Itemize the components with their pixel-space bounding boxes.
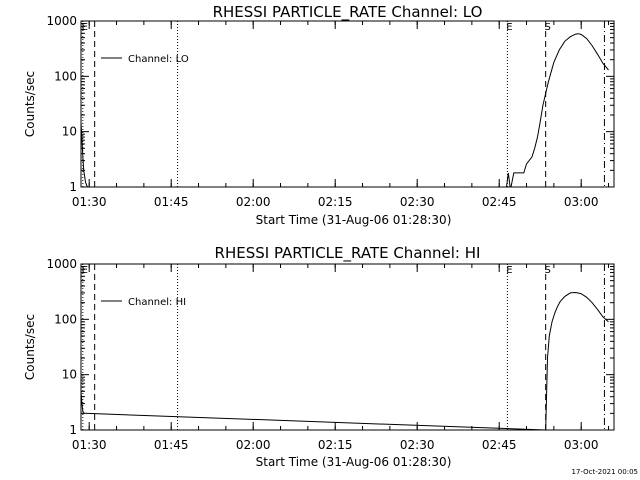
y-tick-label: 1000	[46, 14, 77, 28]
legend-label: Channel: LO	[128, 54, 189, 65]
y-axis-label: Counts/sec	[23, 314, 37, 380]
y-tick-label: 1	[69, 180, 77, 194]
x-tick-label: 01:45	[154, 195, 189, 209]
footer-timestamp: 17-Oct-2021 00:05	[572, 468, 638, 476]
x-tick-label: 02:45	[482, 438, 517, 452]
legend-label: Channel: HI	[128, 297, 186, 308]
x-axis-label: Start Time (31-Aug-06 01:28:30)	[256, 455, 452, 469]
y-axis-label: Counts/sec	[23, 71, 37, 137]
y-tick-label: 1000	[46, 257, 77, 271]
event-marker-label: E	[506, 22, 512, 33]
x-tick-label: 01:45	[154, 438, 189, 452]
x-tick-label: 01:30	[72, 195, 107, 209]
y-tick-label: 10	[62, 125, 77, 139]
y-tick-label: 100	[54, 312, 77, 326]
x-tick-label: 01:30	[72, 438, 107, 452]
series-line-0	[81, 291, 609, 430]
x-tick-label: 02:00	[236, 195, 271, 209]
y-tick-label: 1	[69, 423, 77, 437]
x-tick-label: 02:30	[400, 438, 435, 452]
x-tick-label: 03:00	[564, 195, 599, 209]
x-tick-label: 02:00	[236, 438, 271, 452]
x-tick-label: 02:15	[318, 438, 353, 452]
x-tick-label: 03:00	[564, 438, 599, 452]
y-tick-label: 100	[54, 69, 77, 83]
y-tick-label: 10	[62, 368, 77, 382]
plot-frame	[80, 263, 615, 431]
event-marker-label: E	[506, 265, 512, 276]
event-marker-label: E	[82, 265, 88, 276]
plot-frame	[80, 20, 615, 188]
event-marker-label: S	[544, 22, 550, 33]
event-marker-label: S	[544, 265, 550, 276]
lo-channel-chart: RHESSI PARTICLE_RATE Channel: LO 1 10 100 10…	[23, 3, 615, 227]
chart-title: RHESSI PARTICLE_RATE Channel: HI	[215, 244, 481, 263]
series-line-0	[81, 33, 609, 187]
x-tick-label: 02:45	[482, 195, 517, 209]
x-tick-label: 02:30	[400, 195, 435, 209]
event-marker-label: E	[82, 22, 88, 33]
x-tick-label: 02:15	[318, 195, 353, 209]
hi-channel-chart: RHESSI PARTICLE_RATE Channel: HI 1 10 100 10…	[23, 244, 615, 469]
chart-title: RHESSI PARTICLE_RATE Channel: LO	[213, 3, 483, 22]
x-axis-label: Start Time (31-Aug-06 01:28:30)	[256, 213, 452, 227]
